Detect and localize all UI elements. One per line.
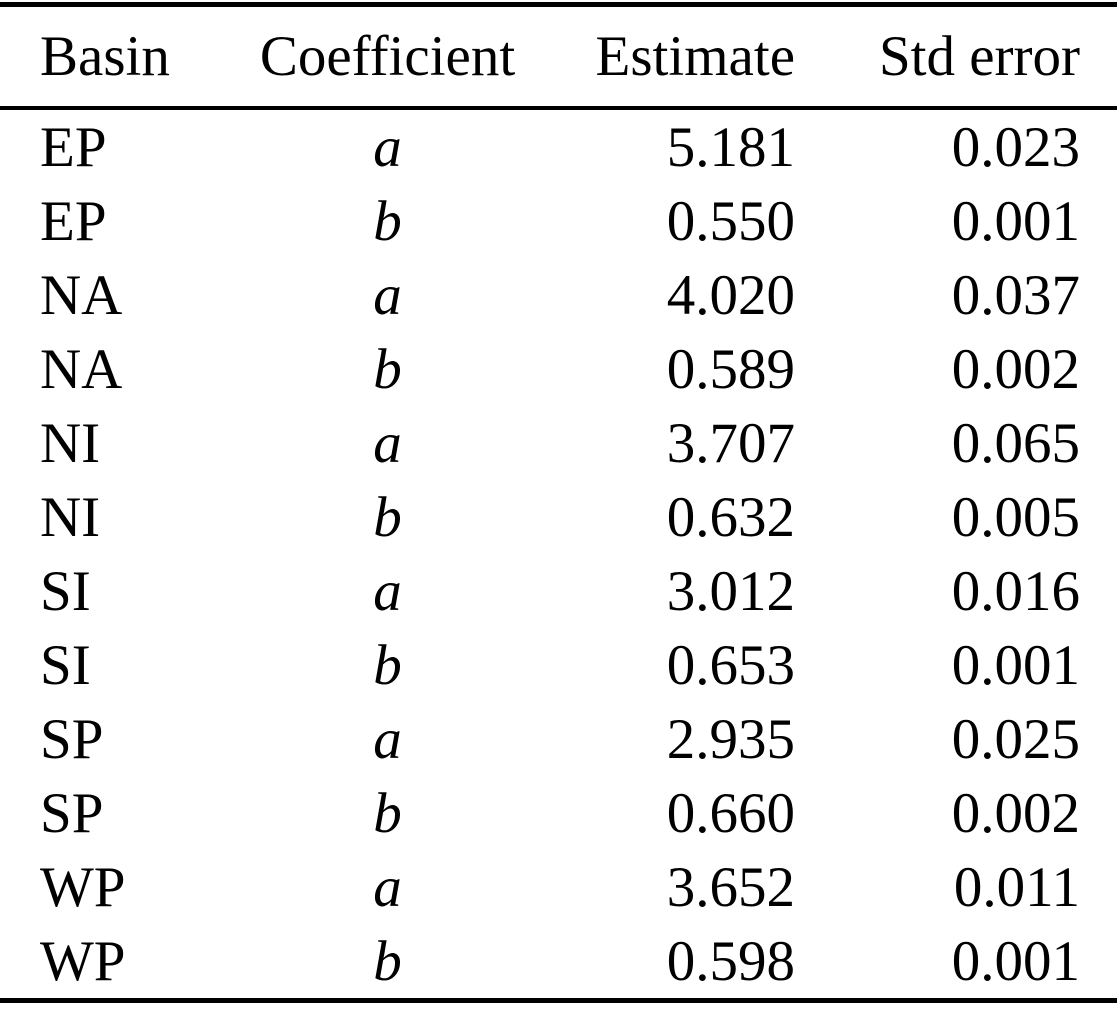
std-error-cell: 0.001: [951, 633, 1080, 697]
coefficient-cell: a: [373, 855, 402, 919]
coefficient-cell: b: [373, 929, 402, 993]
basin-cell: EP: [40, 189, 107, 253]
table-row: SP b 0.660 0.002: [0, 776, 1117, 850]
coefficient-cell: a: [373, 411, 402, 475]
basin-cell: WP: [40, 855, 126, 919]
column-header-basin: Basin: [40, 25, 170, 88]
std-error-cell: 0.016: [951, 559, 1080, 623]
basin-cell: NI: [40, 485, 101, 549]
basin-cell: SI: [40, 633, 91, 697]
std-error-cell: 0.002: [951, 337, 1080, 401]
coefficient-cell: b: [373, 337, 402, 401]
basin-cell: NI: [40, 411, 101, 475]
table-row: SI a 3.012 0.016: [0, 554, 1117, 628]
std-error-cell: 0.002: [951, 781, 1080, 845]
table-row: SP a 2.935 0.025: [0, 702, 1117, 776]
coefficient-cell: a: [373, 115, 402, 179]
estimate-cell: 5.181: [666, 115, 795, 179]
estimate-cell: 0.653: [666, 633, 795, 697]
coefficient-cell: a: [373, 707, 402, 771]
std-error-cell: 0.005: [951, 485, 1080, 549]
estimate-cell: 0.660: [666, 781, 795, 845]
coefficient-cell: b: [373, 189, 402, 253]
basin-cell: NA: [40, 337, 123, 401]
estimate-cell: 2.935: [666, 707, 795, 771]
basin-cell: SP: [40, 781, 104, 845]
std-error-cell: 0.065: [951, 411, 1080, 475]
std-error-cell: 0.001: [951, 929, 1080, 993]
table-row: EP a 5.181 0.023: [0, 108, 1117, 184]
estimate-cell: 0.632: [666, 485, 795, 549]
basin-cell: WP: [40, 929, 126, 993]
basin-cell: SI: [40, 559, 91, 623]
estimate-cell: 0.589: [666, 337, 795, 401]
coefficient-cell: a: [373, 559, 402, 623]
table-row: SI b 0.653 0.001: [0, 628, 1117, 702]
header-row: Basin Coefficient Estimate Std error: [0, 5, 1117, 108]
basin-cell: NA: [40, 263, 123, 327]
std-error-cell: 0.025: [951, 707, 1080, 771]
estimate-cell: 0.550: [666, 189, 795, 253]
table-row: WP b 0.598 0.001: [0, 924, 1117, 1001]
coefficient-cell: a: [373, 263, 402, 327]
estimate-cell: 3.652: [666, 855, 795, 919]
std-error-cell: 0.011: [953, 855, 1080, 919]
basin-cell: SP: [40, 707, 104, 771]
table-row: NA b 0.589 0.002: [0, 332, 1117, 406]
column-header-coefficient: Coefficient: [259, 25, 516, 88]
estimate-cell: 3.707: [666, 411, 795, 475]
std-error-cell: 0.001: [951, 189, 1080, 253]
table-row: NI a 3.707 0.065: [0, 406, 1117, 480]
table-row: NI b 0.632 0.005: [0, 480, 1117, 554]
table-row: WP a 3.652 0.011: [0, 850, 1117, 924]
estimate-cell: 3.012: [666, 559, 795, 623]
coefficient-cell: b: [373, 781, 402, 845]
column-header-std-error: Std error: [878, 25, 1080, 88]
coefficient-cell: b: [373, 633, 402, 697]
std-error-cell: 0.037: [951, 263, 1080, 327]
table-row: NA a 4.020 0.037: [0, 258, 1117, 332]
coefficient-cell: b: [373, 485, 402, 549]
basin-cell: EP: [40, 115, 107, 179]
table-row: EP b 0.550 0.001: [0, 184, 1117, 258]
estimate-cell: 4.020: [666, 263, 795, 327]
std-error-cell: 0.023: [951, 115, 1080, 179]
estimate-cell: 0.598: [666, 929, 795, 993]
column-header-estimate: Estimate: [595, 25, 795, 88]
